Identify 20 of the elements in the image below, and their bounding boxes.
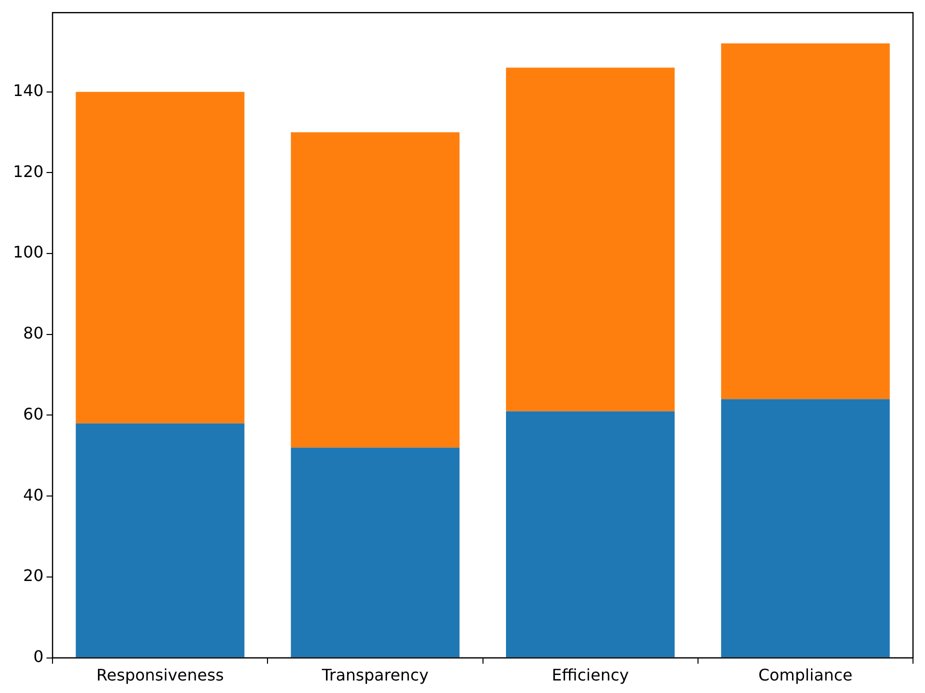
- bar: [76, 423, 244, 658]
- x-tick-label: Efficiency: [552, 666, 629, 685]
- bar: [290, 132, 460, 448]
- y-tick-label: 0: [33, 646, 44, 666]
- x-tick-label: Responsiveness: [96, 666, 224, 685]
- y-tick-label: 40: [23, 485, 44, 504]
- x-tick-label: Compliance: [758, 666, 853, 685]
- bar: [290, 448, 460, 658]
- y-tick-label: 60: [23, 404, 44, 424]
- bar: [506, 68, 675, 412]
- y-tick-label: 20: [23, 566, 44, 586]
- bar: [721, 399, 890, 658]
- y-tick-label: 100: [12, 242, 44, 262]
- bar: [76, 92, 244, 424]
- y-tick-label: 80: [23, 324, 44, 343]
- y-tick-label: 120: [12, 162, 44, 181]
- y-tick-label: 140: [12, 80, 44, 100]
- x-tick-label: Transparency: [320, 666, 429, 685]
- bar: [721, 43, 890, 400]
- bar: [506, 411, 675, 658]
